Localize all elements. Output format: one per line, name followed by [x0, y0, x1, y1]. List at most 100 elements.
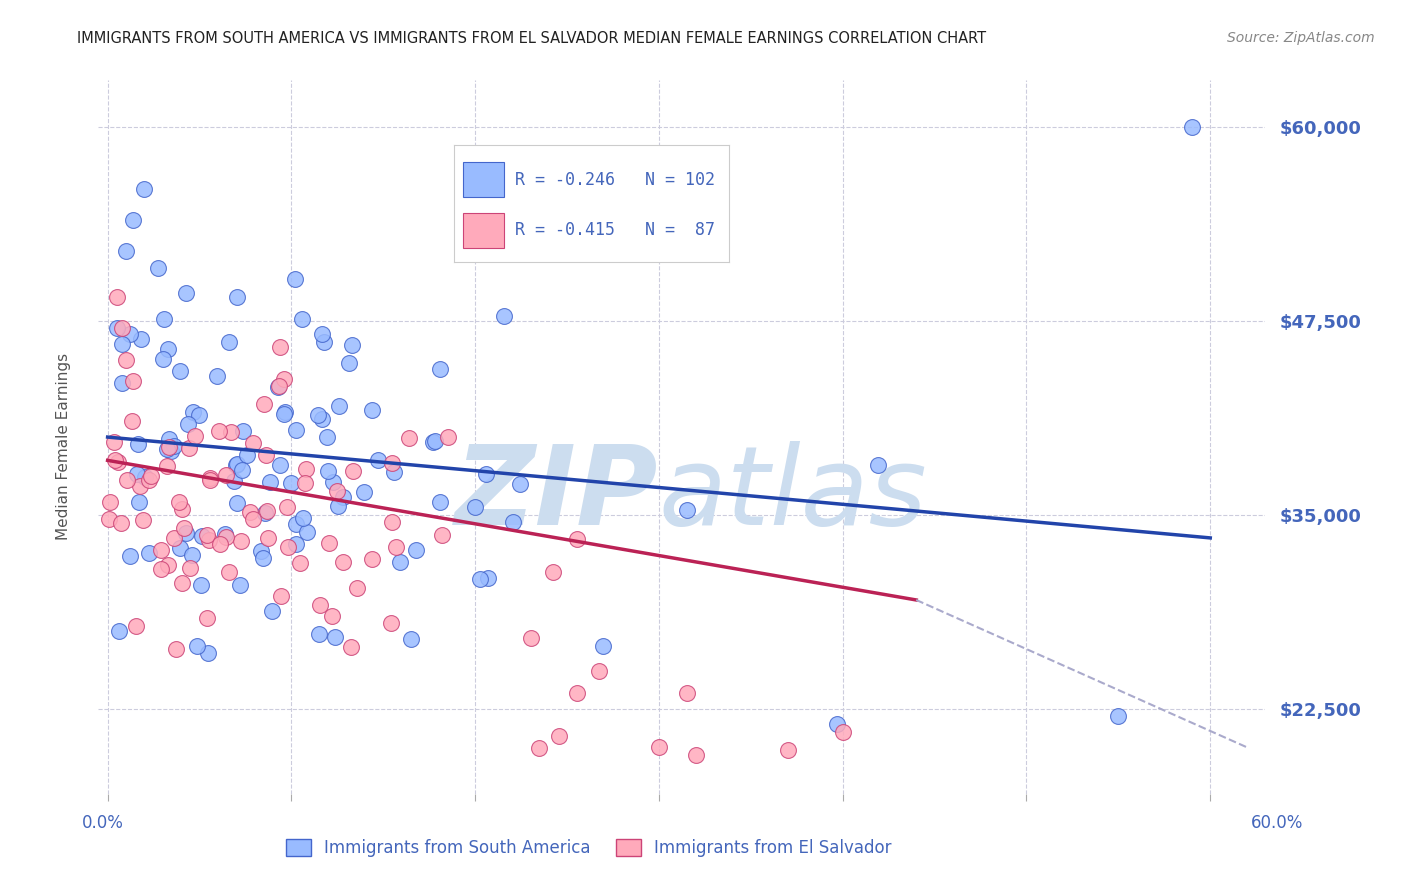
- Point: [226, 290, 249, 304]
- Point: [169, 541, 191, 555]
- Point: [111, 376, 134, 391]
- Point: [340, 338, 363, 352]
- Point: [152, 312, 174, 326]
- Point: [229, 578, 252, 592]
- Point: [1181, 120, 1204, 134]
- Point: [232, 424, 254, 438]
- Point: [382, 465, 405, 479]
- Point: [97, 512, 120, 526]
- Point: [224, 474, 246, 488]
- Point: [339, 640, 361, 654]
- Point: [179, 441, 201, 455]
- Point: [648, 740, 671, 755]
- Point: [111, 337, 134, 351]
- Point: [157, 432, 180, 446]
- Point: [242, 512, 264, 526]
- Point: [172, 575, 194, 590]
- Point: [267, 380, 290, 394]
- Point: [588, 664, 610, 678]
- Point: [316, 430, 339, 444]
- Point: [174, 525, 197, 540]
- Point: [190, 529, 212, 543]
- Point: [332, 490, 354, 504]
- Point: [181, 549, 204, 563]
- Point: [285, 423, 308, 437]
- Point: [276, 500, 298, 514]
- Point: [111, 321, 134, 335]
- Point: [422, 435, 444, 450]
- Point: [152, 351, 174, 366]
- Text: 60.0%: 60.0%: [1250, 814, 1303, 831]
- Point: [269, 379, 291, 393]
- Point: [205, 368, 228, 383]
- Point: [103, 435, 125, 450]
- Point: [492, 309, 515, 323]
- Point: [115, 473, 138, 487]
- Point: [122, 213, 145, 227]
- Point: [436, 430, 458, 444]
- Point: [209, 537, 232, 551]
- Point: [273, 372, 295, 386]
- Point: [868, 458, 890, 473]
- Point: [273, 407, 295, 421]
- Point: [149, 562, 172, 576]
- Point: [215, 530, 238, 544]
- Point: [675, 502, 697, 516]
- Point: [676, 685, 699, 699]
- Point: [163, 439, 186, 453]
- Point: [509, 476, 531, 491]
- Point: [174, 285, 197, 300]
- Point: [827, 716, 849, 731]
- Point: [464, 500, 486, 515]
- Point: [195, 528, 218, 542]
- Point: [253, 507, 276, 521]
- Point: [385, 540, 408, 554]
- Point: [156, 459, 179, 474]
- Point: [107, 624, 129, 638]
- Point: [225, 457, 247, 471]
- Point: [187, 409, 209, 423]
- Point: [346, 582, 368, 596]
- Point: [107, 455, 129, 469]
- Point: [567, 686, 589, 700]
- Point: [177, 417, 200, 431]
- Point: [291, 511, 314, 525]
- Point: [128, 495, 150, 509]
- Point: [132, 513, 155, 527]
- Point: [214, 526, 236, 541]
- Point: [308, 626, 330, 640]
- Legend: Immigrants from South America, Immigrants from El Salvador: Immigrants from South America, Immigrant…: [278, 832, 898, 864]
- Point: [401, 632, 423, 646]
- Point: [360, 403, 382, 417]
- Point: [328, 399, 350, 413]
- Point: [167, 495, 190, 509]
- Point: [398, 431, 420, 445]
- Text: Median Female Earnings: Median Female Earnings: [56, 352, 70, 540]
- Point: [156, 342, 179, 356]
- Point: [225, 496, 247, 510]
- Point: [288, 556, 311, 570]
- Point: [121, 414, 143, 428]
- Text: atlas: atlas: [658, 441, 927, 548]
- Point: [218, 334, 240, 349]
- Point: [208, 424, 231, 438]
- Point: [425, 434, 447, 448]
- Point: [277, 540, 299, 554]
- Point: [181, 405, 204, 419]
- Point: [337, 356, 360, 370]
- Point: [430, 528, 453, 542]
- Point: [250, 544, 273, 558]
- Point: [284, 537, 307, 551]
- Point: [121, 374, 143, 388]
- Point: [115, 352, 138, 367]
- Point: [215, 467, 238, 482]
- Point: [353, 485, 375, 500]
- Point: [129, 332, 152, 346]
- Point: [322, 475, 344, 489]
- Point: [262, 604, 284, 618]
- Point: [149, 543, 172, 558]
- Point: [157, 440, 180, 454]
- Point: [172, 501, 194, 516]
- Point: [173, 521, 195, 535]
- Point: [127, 436, 149, 450]
